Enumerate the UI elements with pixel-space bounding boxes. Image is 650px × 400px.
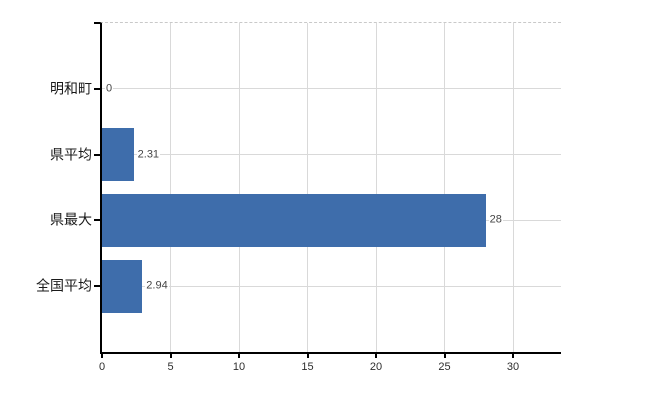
- x-axis-tick-label: 15: [301, 361, 314, 373]
- vertical-gridline: [444, 23, 446, 352]
- x-axis-tick: [306, 354, 309, 358]
- x-axis-tick-label: 25: [438, 361, 451, 373]
- x-axis-tick-label: 20: [369, 361, 383, 373]
- x-axis-tick: [238, 354, 240, 358]
- value-label: 28: [488, 213, 503, 227]
- category-tick: [94, 285, 100, 288]
- bar: [102, 193, 486, 247]
- value-label: 0: [105, 82, 114, 96]
- category-label: 県平均: [50, 146, 92, 163]
- category-label: 県最大: [50, 211, 92, 228]
- vertical-gridline: [512, 23, 514, 352]
- x-axis-tick: [101, 354, 103, 358]
- category-tick: [94, 153, 100, 156]
- bar: [102, 128, 134, 182]
- x-axis-tick-label: 5: [167, 361, 174, 373]
- plot-area: 0 2.31 28 2.94 0 5 10 15 20 25 30: [94, 22, 561, 373]
- vertical-gridline: [170, 23, 171, 352]
- horizontal-gridline: [102, 88, 561, 90]
- y-axis-top-tick: [94, 22, 100, 24]
- x-axis-tick: [375, 354, 378, 358]
- x-axis-tick: [169, 354, 172, 358]
- x-axis-tick-label: 0: [98, 361, 106, 373]
- value-label: 2.31: [136, 148, 161, 162]
- x-axis-tick: [512, 354, 515, 358]
- bar: [102, 259, 143, 313]
- vertical-gridline: [238, 23, 240, 352]
- horizontal-gridline: [102, 285, 561, 287]
- vertical-gridline: [375, 23, 377, 352]
- x-axis-tick-label: 10: [232, 361, 246, 373]
- category-tick: [94, 219, 100, 222]
- category-label: 全国平均: [36, 277, 92, 294]
- category-tick: [94, 87, 100, 90]
- horizontal-gridline: [102, 154, 561, 156]
- value-label: 2.94: [145, 279, 169, 293]
- category-label: 明和町: [50, 80, 92, 97]
- x-axis-tick: [443, 354, 446, 358]
- vertical-gridline: [307, 23, 309, 352]
- x-axis-tick-label: 30: [506, 361, 520, 373]
